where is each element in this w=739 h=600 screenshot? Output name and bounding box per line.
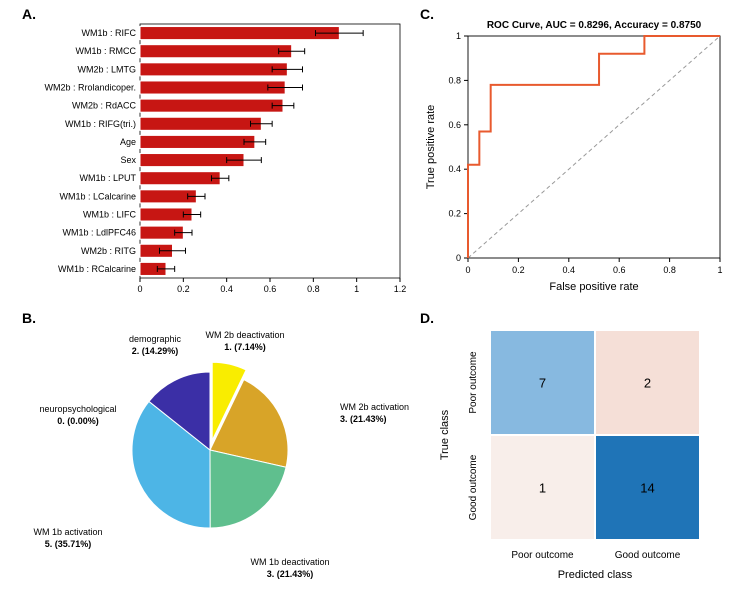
svg-text:3. (21.43%): 3. (21.43%): [340, 414, 387, 424]
svg-text:0.4: 0.4: [448, 164, 461, 174]
svg-text:Age: Age: [120, 137, 136, 147]
svg-text:0: 0: [465, 265, 470, 275]
svg-text:Good outcome: Good outcome: [468, 454, 479, 520]
svg-text:Predicted class: Predicted class: [558, 569, 633, 581]
svg-text:7: 7: [539, 376, 546, 391]
svg-text:neuropsychological: neuropsychological: [39, 404, 116, 414]
svg-text:0.6: 0.6: [264, 284, 277, 294]
svg-text:WM1b : RMCC: WM1b : RMCC: [76, 46, 137, 56]
svg-text:WM1b : LdlPFC46: WM1b : LdlPFC46: [62, 228, 136, 238]
svg-text:1: 1: [539, 481, 546, 496]
panel-d-confusion: 7 2 1 14 Poor outcome Good outcome Poor outcom…: [420, 310, 730, 600]
svg-text:WM2b : RITG: WM2b : RITG: [81, 246, 136, 256]
svg-text:WM1b : RIFC: WM1b : RIFC: [81, 28, 136, 38]
svg-text:True class: True class: [439, 409, 451, 460]
svg-text:0. (0.00%): 0. (0.00%): [57, 416, 99, 426]
svg-text:0.8: 0.8: [307, 284, 320, 294]
svg-text:Poor outcome: Poor outcome: [511, 550, 574, 561]
svg-text:WM1b : RIFG(tri.): WM1b : RIFG(tri.): [65, 119, 136, 129]
panel-b-piechart: WM 2b deactivation 1. (7.14%) WM 2b activa…: [10, 310, 410, 600]
svg-text:Good outcome: Good outcome: [615, 550, 681, 561]
svg-text:demographic: demographic: [129, 334, 182, 344]
svg-text:1: 1: [717, 265, 722, 275]
panel-a-barchart: WM1b : RIFC WM1b : RMCC WM2b : LMTG WM2b : …: [10, 18, 410, 303]
svg-text:0.2: 0.2: [177, 284, 190, 294]
svg-text:1. (7.14%): 1. (7.14%): [224, 342, 266, 352]
svg-text:WM2b : RdACC: WM2b : RdACC: [72, 101, 137, 111]
svg-text:False positive rate: False positive rate: [549, 281, 638, 293]
figure-root: A. B. C. D. WM1b : RIFCWM1b : RMCCWM2b :…: [0, 0, 739, 594]
svg-text:14: 14: [640, 481, 654, 496]
svg-text:0: 0: [137, 284, 142, 294]
svg-text:0.2: 0.2: [512, 265, 525, 275]
svg-text:WM 1b deactivation: WM 1b deactivation: [250, 557, 329, 567]
svg-text:0.8: 0.8: [448, 75, 461, 85]
svg-text:1: 1: [456, 31, 461, 41]
panel-c-roc: 0 0.2 0.4 0.6 0.8 1 0 0.2 0.4 0.6 0.8 1 False positi…: [420, 10, 730, 300]
svg-text:Sex: Sex: [120, 155, 136, 165]
svg-text:0.4: 0.4: [220, 284, 233, 294]
svg-text:3. (21.43%): 3. (21.43%): [267, 569, 314, 579]
svg-text:0.8: 0.8: [663, 265, 676, 275]
svg-text:WM2b : LMTG: WM2b : LMTG: [77, 64, 136, 74]
svg-text:2. (14.29%): 2. (14.29%): [132, 346, 179, 356]
svg-text:2: 2: [644, 376, 651, 391]
svg-text:1: 1: [354, 284, 359, 294]
svg-text:0.6: 0.6: [448, 120, 461, 130]
svg-text:WM 2b deactivation: WM 2b deactivation: [205, 330, 284, 340]
svg-text:0.6: 0.6: [613, 265, 626, 275]
svg-text:0: 0: [456, 253, 461, 263]
svg-text:WM1b : RCalcarine: WM1b : RCalcarine: [58, 264, 136, 274]
svg-text:0.2: 0.2: [448, 209, 461, 219]
svg-text:True positive rate: True positive rate: [425, 105, 437, 190]
svg-text:WM1b : LPUT: WM1b : LPUT: [79, 173, 136, 183]
svg-text:WM 1b activation: WM 1b activation: [33, 527, 102, 537]
svg-text:1.2: 1.2: [394, 284, 407, 294]
svg-text:WM 2b activation: WM 2b activation: [340, 402, 409, 412]
svg-text:Poor outcome: Poor outcome: [468, 351, 479, 414]
svg-text:WM2b : Rrolandicoper.: WM2b : Rrolandicoper.: [44, 83, 136, 93]
svg-text:5. (35.71%): 5. (35.71%): [45, 539, 92, 549]
svg-text:WM1b : LIFC: WM1b : LIFC: [83, 210, 137, 220]
svg-text:0.4: 0.4: [563, 265, 576, 275]
svg-text:WM1b : LCalcarine: WM1b : LCalcarine: [59, 191, 136, 201]
svg-text:ROC Curve, AUC = 0.8296, Accur: ROC Curve, AUC = 0.8296, Accuracy = 0.87…: [487, 20, 702, 31]
